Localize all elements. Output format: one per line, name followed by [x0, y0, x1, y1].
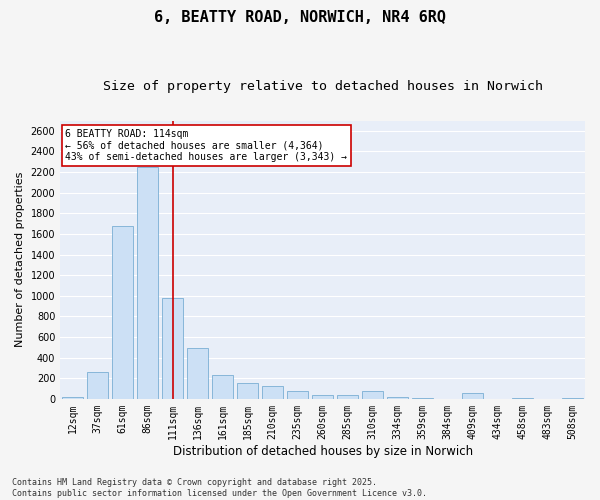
Y-axis label: Number of detached properties: Number of detached properties [15, 172, 25, 348]
Bar [62, 397, 83, 399]
Title: Size of property relative to detached houses in Norwich: Size of property relative to detached ho… [103, 80, 542, 93]
Bar [237, 384, 258, 399]
Bar [387, 397, 408, 399]
Bar [112, 226, 133, 399]
Bar [462, 392, 483, 399]
Bar [412, 398, 433, 399]
Bar [562, 398, 583, 399]
Bar [262, 386, 283, 399]
Bar [212, 374, 233, 399]
Bar [162, 298, 183, 399]
Bar [512, 398, 533, 399]
Bar [87, 372, 108, 399]
Bar [187, 348, 208, 399]
Text: 6, BEATTY ROAD, NORWICH, NR4 6RQ: 6, BEATTY ROAD, NORWICH, NR4 6RQ [154, 10, 446, 25]
Bar [337, 395, 358, 399]
Bar [137, 167, 158, 399]
X-axis label: Distribution of detached houses by size in Norwich: Distribution of detached houses by size … [173, 444, 473, 458]
Bar [312, 394, 333, 399]
Text: Contains HM Land Registry data © Crown copyright and database right 2025.
Contai: Contains HM Land Registry data © Crown c… [12, 478, 427, 498]
Bar [287, 390, 308, 399]
Bar [362, 391, 383, 399]
Text: 6 BEATTY ROAD: 114sqm
← 56% of detached houses are smaller (4,364)
43% of semi-d: 6 BEATTY ROAD: 114sqm ← 56% of detached … [65, 129, 347, 162]
